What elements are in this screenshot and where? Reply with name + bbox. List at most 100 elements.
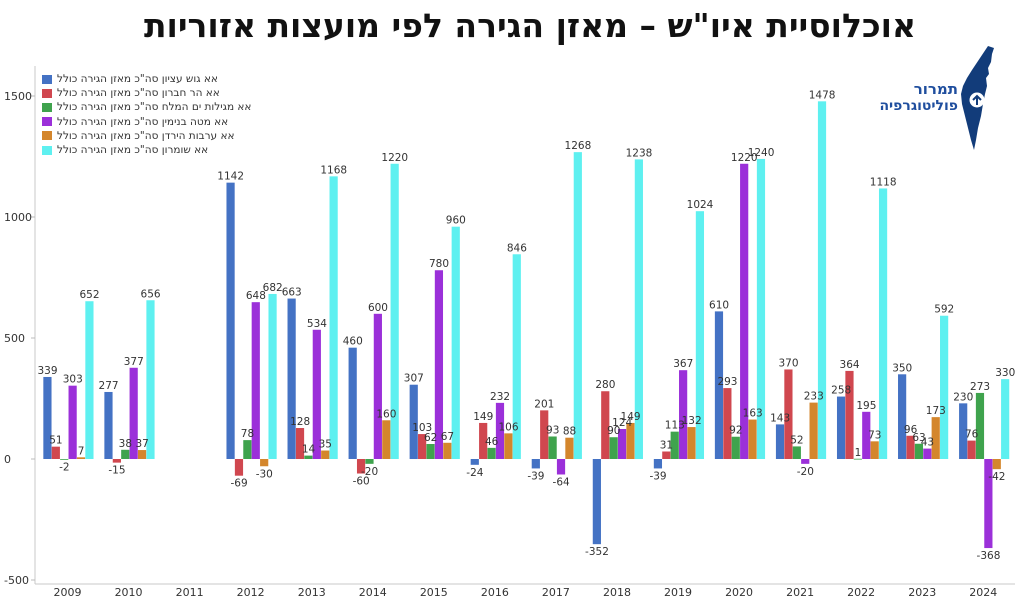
data-label: 273 bbox=[970, 381, 990, 393]
data-label: 103 bbox=[412, 422, 432, 434]
data-label: -2 bbox=[59, 461, 69, 473]
bar bbox=[592, 459, 601, 545]
data-label: 460 bbox=[343, 336, 363, 348]
data-label: 534 bbox=[307, 318, 327, 330]
bar bbox=[714, 311, 724, 459]
bar bbox=[792, 446, 801, 459]
bar bbox=[504, 433, 513, 459]
bar bbox=[434, 270, 444, 459]
data-label: 46 bbox=[485, 436, 499, 448]
x-tick-label: 2012 bbox=[237, 586, 265, 599]
data-label: 143 bbox=[770, 412, 790, 424]
bar bbox=[137, 450, 147, 459]
bar bbox=[540, 410, 549, 459]
data-label: 652 bbox=[80, 289, 100, 301]
bar bbox=[487, 447, 496, 459]
bar bbox=[898, 374, 907, 459]
data-label: 1478 bbox=[809, 89, 836, 101]
bar bbox=[836, 396, 846, 459]
x-tick-label: 2023 bbox=[908, 586, 936, 599]
x-tick-label: 2009 bbox=[54, 586, 82, 599]
data-label: 277 bbox=[99, 380, 119, 392]
bar bbox=[321, 450, 330, 459]
bar bbox=[51, 446, 60, 459]
bar bbox=[601, 391, 610, 459]
data-label: 1 bbox=[855, 447, 862, 459]
bar bbox=[565, 437, 574, 459]
x-tick-label: 2016 bbox=[481, 586, 509, 599]
data-label: 230 bbox=[953, 391, 973, 403]
data-label: 350 bbox=[892, 362, 912, 374]
legend-item: אא מגילות ים המלח סה"כ מאזן הגירה כולל bbox=[42, 100, 251, 114]
bar bbox=[992, 459, 1001, 470]
bar bbox=[426, 444, 435, 459]
bar bbox=[129, 367, 138, 459]
bar bbox=[679, 370, 688, 459]
bar bbox=[756, 158, 766, 460]
bar bbox=[573, 152, 582, 459]
data-label: 232 bbox=[490, 391, 510, 403]
x-tick-label: 2024 bbox=[969, 586, 997, 599]
bar bbox=[923, 448, 932, 459]
bar bbox=[356, 459, 366, 474]
legend-item: אא הר חברון סה"כ מאזן הגירה כולל bbox=[42, 86, 251, 100]
data-label: 846 bbox=[507, 242, 527, 254]
data-label: 90 bbox=[607, 425, 620, 437]
bar bbox=[975, 392, 985, 459]
bar bbox=[112, 459, 121, 463]
legend-item: אא גוש עציון סה"כ מאזן הגירה כולל bbox=[42, 72, 251, 86]
x-tick-label: 2021 bbox=[786, 586, 814, 599]
data-label: 128 bbox=[290, 416, 310, 428]
data-label: 307 bbox=[404, 373, 424, 385]
bar bbox=[556, 459, 566, 475]
bar bbox=[740, 163, 749, 459]
x-tick-label: 2018 bbox=[603, 586, 631, 599]
data-label: 960 bbox=[446, 215, 466, 227]
bar bbox=[365, 459, 374, 464]
x-tick-label: 2010 bbox=[115, 586, 143, 599]
data-label: 377 bbox=[124, 356, 144, 368]
data-label: 51 bbox=[49, 435, 62, 447]
data-label: 160 bbox=[376, 408, 396, 420]
data-label: 96 bbox=[904, 424, 918, 436]
bar bbox=[870, 441, 879, 459]
data-label: 43 bbox=[921, 437, 934, 449]
data-label: 1142 bbox=[217, 171, 244, 183]
bar bbox=[121, 449, 130, 459]
data-label: 31 bbox=[660, 440, 673, 452]
data-label: 682 bbox=[263, 282, 283, 294]
brand-logo: תמרור פוליטוגרפיה bbox=[866, 81, 958, 115]
data-label: 132 bbox=[682, 415, 702, 427]
bar bbox=[226, 182, 235, 459]
legend-swatch bbox=[42, 145, 52, 155]
legend-swatch bbox=[42, 131, 52, 141]
legend-label: אא מטה בנימין סה"כ מאזן הגירה כולל bbox=[57, 115, 229, 128]
bar bbox=[959, 403, 968, 459]
bar bbox=[295, 428, 305, 459]
israel-map-icon bbox=[961, 46, 994, 150]
data-label: -15 bbox=[108, 465, 125, 477]
bar bbox=[845, 370, 854, 459]
bar bbox=[251, 302, 260, 459]
x-tick-label: 2019 bbox=[664, 586, 692, 599]
y-tick-label: 0 bbox=[4, 453, 11, 466]
bar bbox=[801, 459, 810, 464]
data-label: 67 bbox=[441, 431, 454, 443]
logo-line-1: תמרור bbox=[913, 80, 958, 98]
bar bbox=[809, 402, 818, 459]
bar bbox=[312, 329, 321, 459]
x-tick-label: 2017 bbox=[542, 586, 570, 599]
bar bbox=[329, 176, 338, 459]
bar bbox=[418, 434, 427, 459]
bar bbox=[409, 384, 418, 459]
legend-swatch bbox=[42, 88, 52, 98]
data-label: 600 bbox=[368, 302, 388, 314]
data-label: 93 bbox=[546, 424, 559, 436]
data-label: 656 bbox=[141, 288, 161, 300]
data-label: 113 bbox=[665, 420, 685, 432]
y-tick-label: 1500 bbox=[4, 90, 32, 103]
data-label: 663 bbox=[282, 287, 302, 299]
logo-line-2: פוליטוגרפיה bbox=[879, 98, 958, 114]
bar bbox=[609, 437, 618, 459]
